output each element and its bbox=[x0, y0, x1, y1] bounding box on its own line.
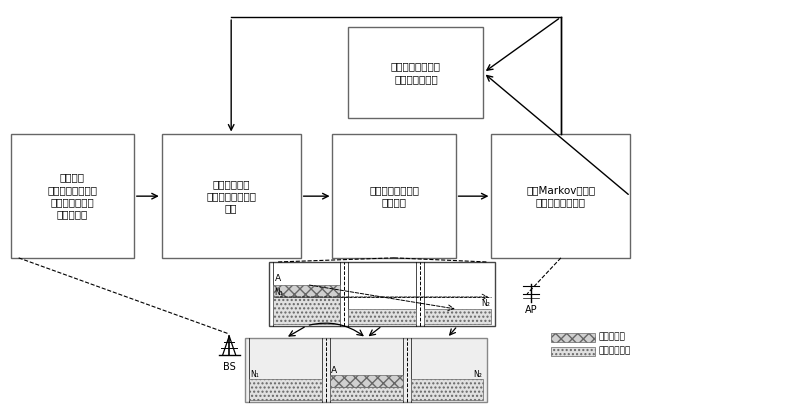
Text: 优先级分析及联合: 优先级分析及联合 bbox=[206, 191, 256, 201]
Text: 垂直切换: 垂直切换 bbox=[382, 197, 406, 207]
Bar bbox=[330, 375, 402, 387]
Bar bbox=[249, 379, 322, 400]
Bar bbox=[491, 134, 630, 258]
Text: 动态负载传递执行: 动态负载传递执行 bbox=[369, 185, 419, 195]
Text: 切换的用户: 切换的用户 bbox=[598, 333, 626, 342]
Text: N₂: N₂ bbox=[481, 299, 490, 308]
Text: 决策: 决策 bbox=[225, 203, 238, 214]
Bar bbox=[10, 134, 134, 258]
Text: 已存在的用户: 已存在的用户 bbox=[598, 347, 631, 356]
Bar bbox=[273, 285, 341, 297]
Text: 移动终端: 移动终端 bbox=[60, 173, 85, 183]
Text: 终端侧信息: 终端侧信息 bbox=[57, 210, 88, 220]
Bar bbox=[551, 333, 594, 342]
Bar bbox=[348, 309, 416, 324]
Bar bbox=[424, 309, 491, 324]
Bar bbox=[269, 262, 495, 326]
Text: 结果的闭环反馈: 结果的闭环反馈 bbox=[394, 74, 438, 84]
Text: N₁: N₁ bbox=[274, 288, 283, 296]
Bar bbox=[410, 379, 483, 400]
Text: N₂: N₂ bbox=[473, 370, 482, 379]
Text: 型的网络性能评估: 型的网络性能评估 bbox=[536, 197, 586, 207]
Text: 递优先级决策的: 递优先级决策的 bbox=[50, 197, 94, 207]
Text: 周期性报告影响传: 周期性报告影响传 bbox=[47, 185, 98, 195]
Bar bbox=[330, 387, 402, 400]
Bar bbox=[162, 134, 301, 258]
Bar bbox=[348, 28, 483, 118]
Text: N₁: N₁ bbox=[250, 370, 259, 379]
Text: 移动终端传递: 移动终端传递 bbox=[213, 179, 250, 189]
Text: A: A bbox=[274, 274, 281, 284]
Text: BS: BS bbox=[223, 362, 235, 372]
Bar bbox=[245, 338, 487, 402]
Bar bbox=[333, 134, 456, 258]
Text: 基于Markov分析类: 基于Markov分析类 bbox=[526, 185, 595, 195]
Bar bbox=[273, 297, 341, 324]
Text: AP: AP bbox=[525, 305, 538, 315]
Text: A: A bbox=[331, 366, 338, 375]
Text: 基于网络性能评估: 基于网络性能评估 bbox=[391, 62, 441, 72]
Bar bbox=[551, 347, 594, 356]
